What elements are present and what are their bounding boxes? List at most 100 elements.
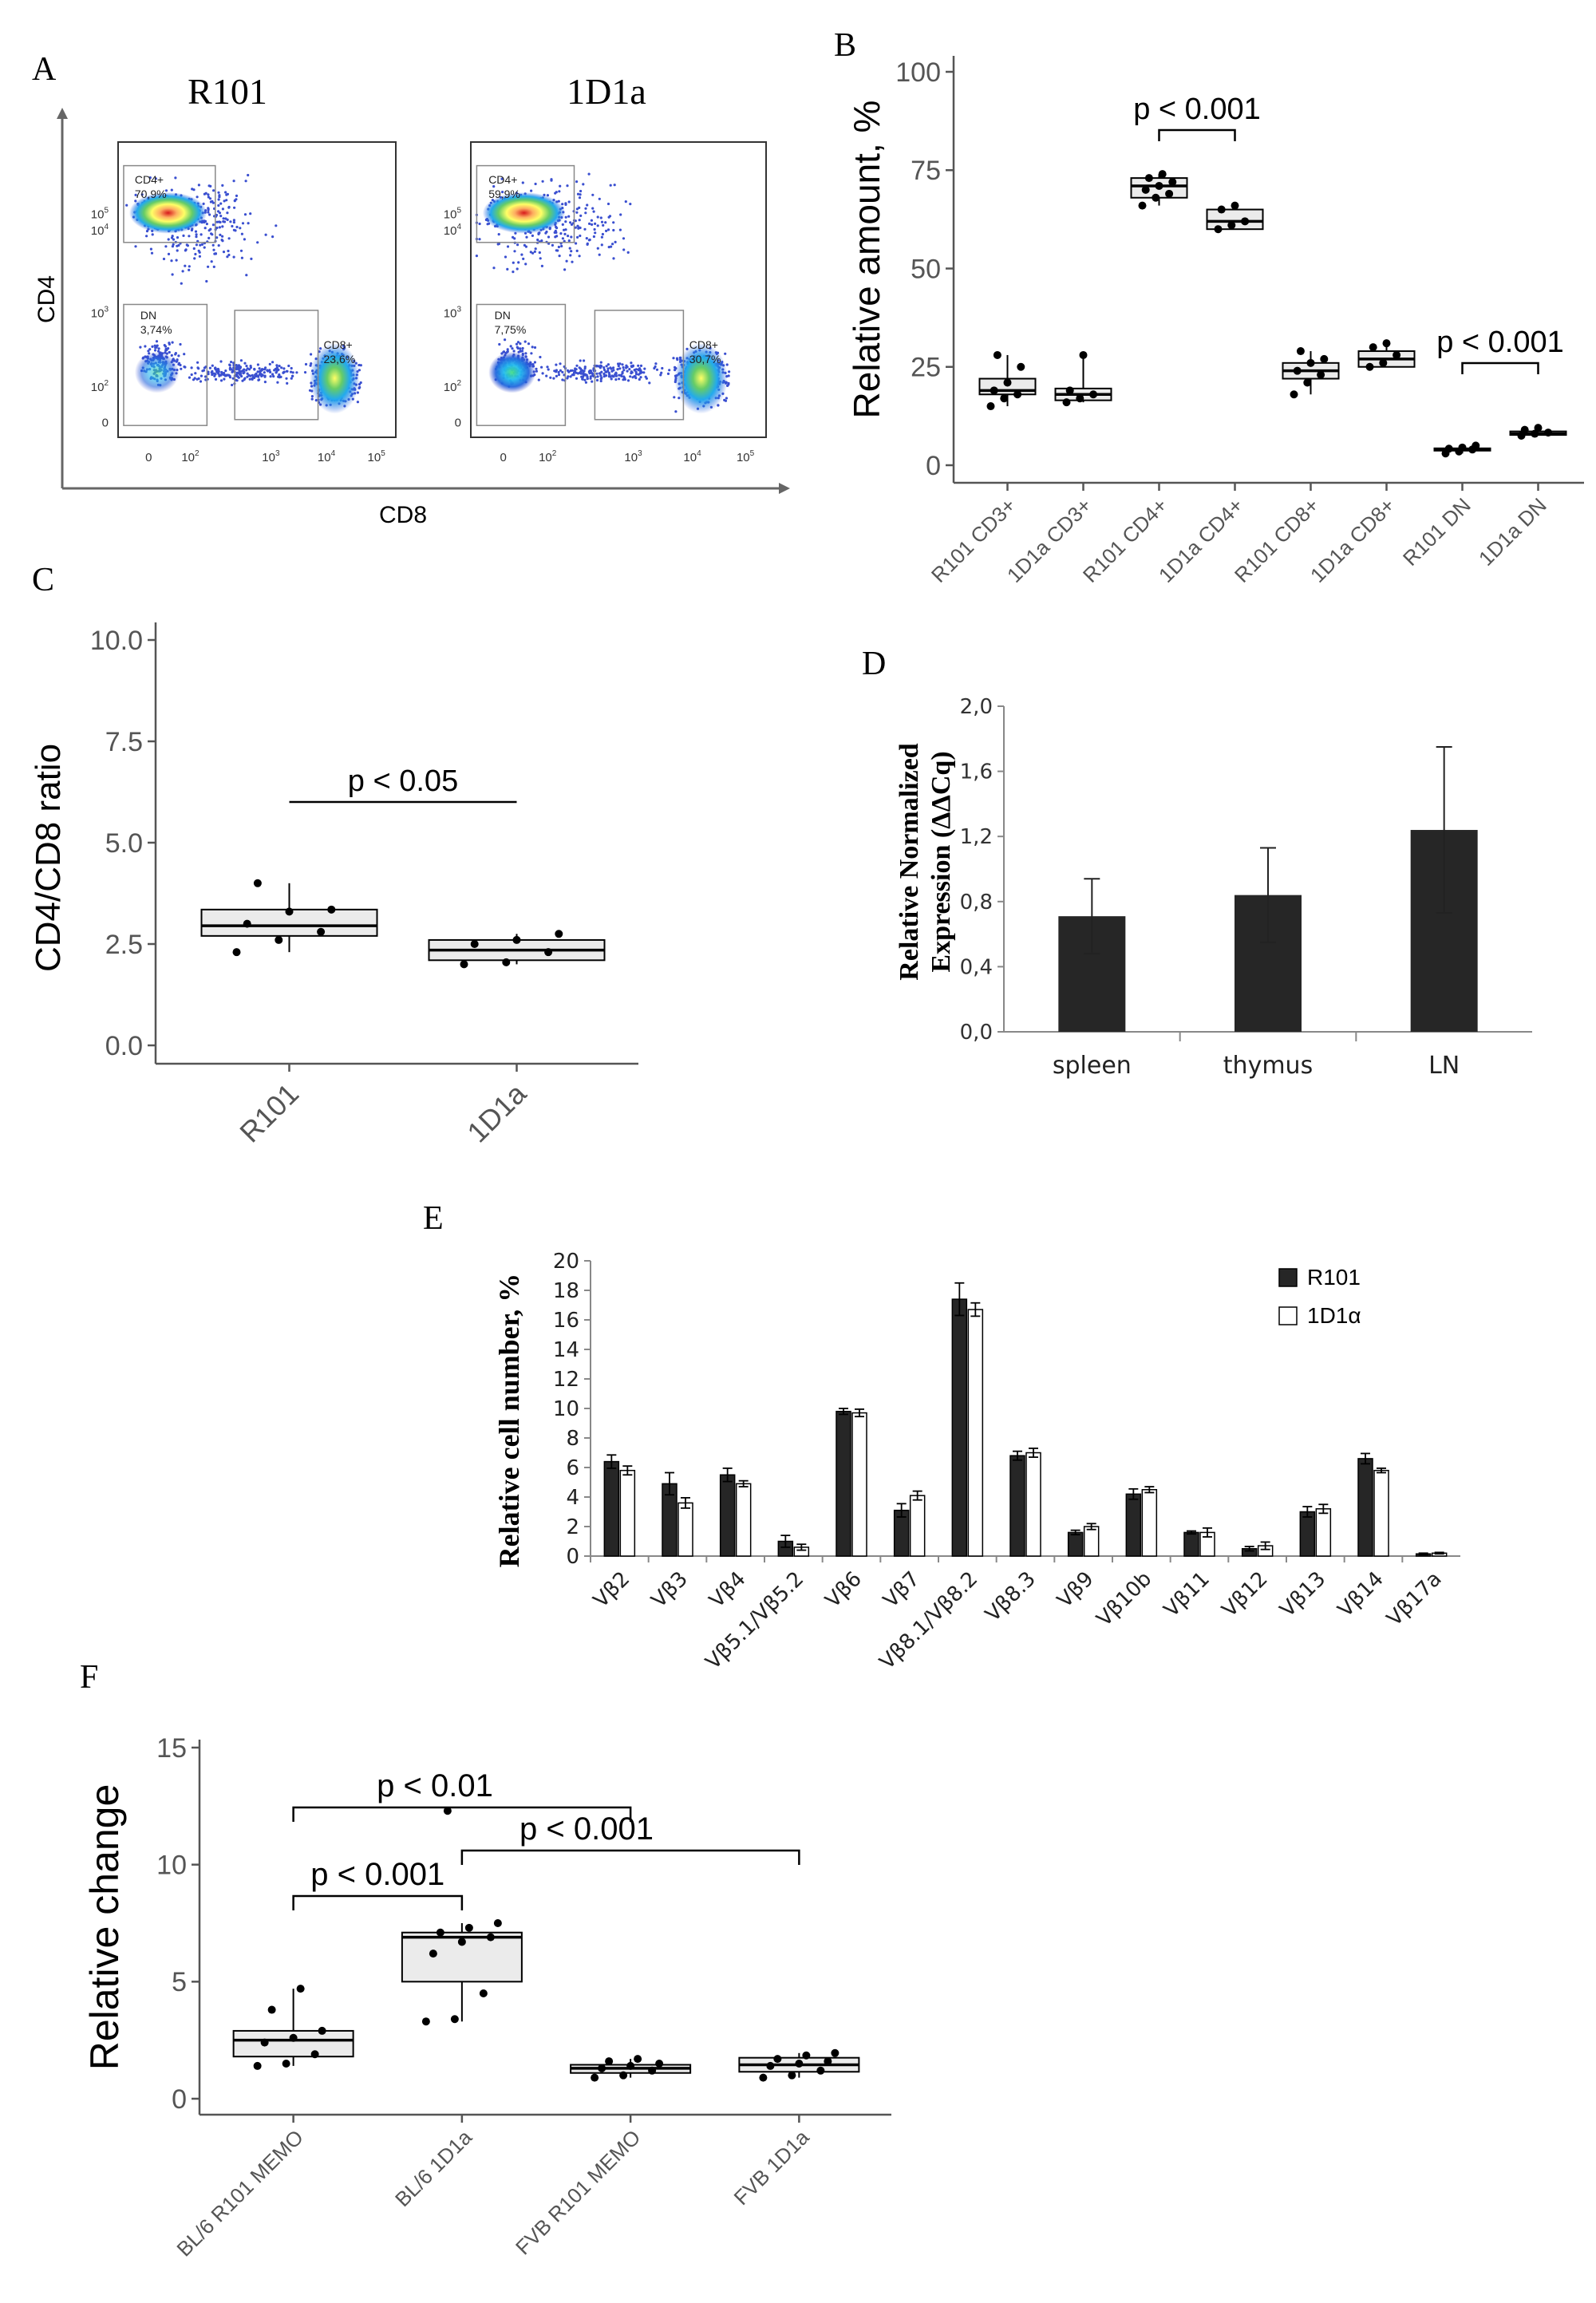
flow-event-dot	[212, 265, 215, 268]
significance-label: p < 0.01	[377, 1768, 493, 1803]
flow-event-dot	[602, 368, 606, 371]
flow-event-dot	[239, 249, 243, 252]
flow-event-dot	[134, 245, 137, 248]
flow-event-dot	[725, 397, 729, 400]
flow-event-dot	[570, 250, 573, 253]
flow-event-dot	[516, 267, 519, 271]
flow-event-dot	[219, 215, 223, 218]
flow-event-dot	[215, 220, 219, 223]
flow-event-dot	[544, 231, 547, 235]
flow-event-dot	[148, 348, 152, 351]
flow-event-dot	[227, 253, 231, 257]
flow-event-dot	[176, 358, 179, 361]
panel-f-y-label: Relative change	[82, 1784, 127, 2071]
flow-event-dot	[600, 243, 603, 247]
flow-event-dot	[561, 370, 564, 373]
flow-event-dot	[245, 369, 248, 372]
bar-r101	[1067, 1531, 1084, 1557]
flow-event-dot	[570, 223, 574, 226]
flow-event-dot	[247, 373, 251, 377]
x-tick-label: Vβ13	[1275, 1567, 1330, 1622]
y-tick-label: 18	[553, 1279, 579, 1303]
data-point	[1320, 354, 1329, 363]
data-point	[1520, 425, 1529, 434]
data-point	[479, 1989, 488, 1997]
flow-event-dot	[599, 361, 602, 364]
flow-event-dot	[217, 244, 220, 247]
flow-event-dot	[546, 365, 549, 369]
flow-event-dot	[549, 376, 552, 379]
flow-event-dot	[249, 366, 252, 369]
x-tick-label: Vβ8.3	[981, 1567, 1041, 1627]
data-point	[282, 2060, 290, 2068]
y-tick-label: 8	[566, 1427, 579, 1451]
flow-event-dot	[208, 213, 211, 216]
data-point	[626, 2061, 635, 2070]
flow-event-dot	[214, 377, 218, 381]
flow-event-dot	[180, 367, 183, 370]
flow-event-dot	[609, 184, 612, 187]
flow-event-dot	[271, 373, 275, 376]
bar-r101	[836, 1410, 851, 1557]
flow-event-dot	[197, 249, 200, 252]
flow-y-tick-label: 105	[444, 207, 462, 222]
flow-event-dot	[230, 361, 233, 364]
flow-event-dot	[239, 369, 242, 373]
flow-event-dot	[533, 361, 537, 364]
data-point	[486, 1933, 495, 1942]
flow-event-dot	[575, 180, 579, 184]
flow-y-tick-label: 105	[91, 207, 109, 222]
y-tick-label: 0	[926, 451, 941, 481]
flow-event-dot	[177, 361, 181, 365]
flow-event-dot	[219, 360, 223, 363]
flow-event-dot	[145, 235, 148, 238]
flow-event-dot	[617, 362, 620, 365]
data-point	[648, 2066, 657, 2075]
flow-event-dot	[558, 190, 561, 193]
x-tick-label: thymus	[1223, 1052, 1313, 1080]
flow-event-dot	[618, 362, 622, 365]
flow-event-dot	[205, 223, 208, 226]
flow-event-dot	[586, 203, 589, 207]
flow-event-dot	[277, 375, 280, 378]
y-tick-label: 16	[553, 1309, 579, 1333]
flow-event-dot	[533, 346, 537, 350]
flow-event-dot	[598, 197, 601, 200]
flow-event-dot	[248, 377, 251, 381]
flow-event-dot	[622, 248, 626, 251]
flow-event-dot	[150, 251, 154, 255]
flow-event-dot	[212, 189, 215, 192]
flow-event-dot	[600, 235, 604, 239]
data-point	[457, 1938, 466, 1946]
flow-event-dot	[217, 203, 220, 207]
flow-event-dot	[591, 207, 595, 210]
flow-event-dot	[205, 279, 208, 283]
bar-1d1a	[735, 1483, 752, 1557]
flow-event-dot	[290, 377, 293, 380]
flow-event-dot	[244, 180, 247, 183]
flow-event-dot	[282, 367, 286, 370]
y-tick-label: 7.5	[105, 727, 143, 757]
gate-percent: 70,9%	[135, 188, 167, 200]
flow-event-dot	[583, 378, 587, 381]
flow-event-dot	[151, 233, 154, 236]
flow-event-dot	[218, 220, 221, 223]
flow-event-dot	[201, 369, 204, 373]
flow-event-dot	[268, 362, 271, 365]
flow-event-dot	[624, 200, 627, 203]
flow-event-dot	[139, 346, 142, 349]
flow-event-dot	[567, 215, 571, 218]
flow-event-dot	[728, 370, 731, 373]
x-tick-label: LN	[1428, 1052, 1460, 1080]
flow-event-dot	[231, 224, 234, 228]
flow-event-dot	[619, 373, 623, 377]
flow-event-dot	[148, 176, 152, 180]
flow-event-dot	[537, 231, 540, 235]
flow-event-dot	[200, 243, 204, 246]
flow-y-tick-label: 104	[91, 223, 109, 238]
flow-event-dot	[584, 211, 587, 215]
flow-event-dot	[540, 239, 543, 243]
data-point	[986, 402, 995, 411]
data-point	[493, 1919, 502, 1927]
flow-event-dot	[232, 221, 235, 224]
